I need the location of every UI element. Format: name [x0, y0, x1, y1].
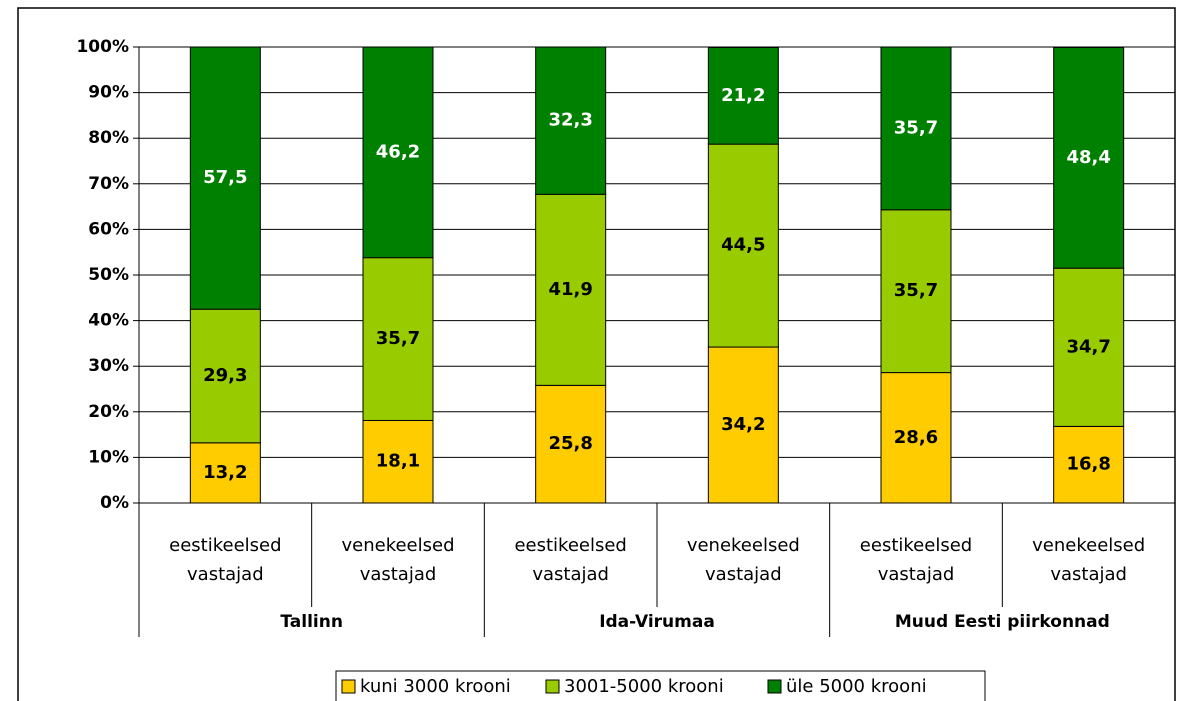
bar-segment [880, 372, 952, 504]
value-label: 29,3 [203, 365, 247, 386]
y-tick-label: 20% [88, 402, 129, 422]
value-label: 34,2 [721, 414, 765, 435]
x-tick-label: venekeelsed [1032, 535, 1145, 556]
value-label: 35,7 [376, 328, 420, 349]
value-label: 28,6 [894, 427, 938, 448]
x-tick-label: venekeelsed [341, 535, 454, 556]
legend-label: kuni 3000 krooni [360, 676, 511, 697]
value-label: 32,3 [548, 110, 592, 131]
bar-segment [189, 308, 261, 444]
bar-segment [880, 46, 952, 211]
x-tick-label: vastajad [705, 564, 782, 585]
value-label: 48,4 [1066, 147, 1110, 168]
legend-swatch [341, 679, 356, 694]
y-tick-label: 0% [100, 493, 129, 513]
x-tick-label: vastajad [360, 564, 437, 585]
bar-segment [362, 46, 434, 259]
x-tick-label: eestikeelsed [514, 535, 626, 556]
value-label: 21,2 [721, 85, 765, 106]
value-label: 35,7 [894, 117, 938, 138]
bar-segment [1053, 267, 1125, 427]
value-label: 44,5 [721, 235, 765, 256]
value-label: 25,8 [548, 433, 592, 454]
bar-segment [362, 257, 434, 421]
y-tick-label: 50% [88, 265, 129, 285]
value-label: 41,9 [548, 279, 592, 300]
group-label: Ida-Virumaa [599, 612, 715, 632]
y-tick-label: 60% [88, 219, 129, 239]
x-tick-label: vastajad [1050, 564, 1127, 585]
chart-frame [17, 7, 1176, 701]
x-tick-label: vastajad [532, 564, 609, 585]
y-tick-label: 40% [88, 311, 129, 331]
bar-segment [707, 46, 779, 145]
y-tick-label: 80% [88, 128, 129, 148]
y-tick-label: 100% [76, 37, 129, 57]
value-label: 57,5 [203, 167, 247, 188]
x-tick-label: vastajad [878, 564, 955, 585]
value-label: 46,2 [376, 141, 420, 162]
y-tick-label: 70% [88, 174, 129, 194]
value-label: 34,7 [1066, 336, 1110, 357]
legend-box [335, 670, 986, 701]
value-label: 13,2 [203, 462, 247, 483]
value-label: 35,7 [894, 280, 938, 301]
value-label: 18,1 [376, 451, 420, 472]
y-tick-label: 10% [88, 447, 129, 467]
bar-segment [535, 384, 607, 504]
bar-segment [880, 209, 952, 374]
x-tick-label: eestikeelsed [860, 535, 972, 556]
bar-segment [189, 46, 261, 310]
legend-swatch [545, 679, 560, 694]
group-label: Tallinn [280, 612, 343, 632]
x-tick-label: vastajad [187, 564, 264, 585]
bar-segment [535, 193, 607, 386]
x-tick-label: venekeelsed [687, 535, 800, 556]
value-label: 16,8 [1066, 454, 1110, 475]
x-tick-label: eestikeelsed [169, 535, 281, 556]
legend-swatch [767, 679, 782, 694]
y-tick-label: 30% [88, 356, 129, 376]
y-tick-label: 90% [88, 83, 129, 103]
group-label: Muud Eesti piirkonnad [895, 612, 1110, 632]
bar-segment [535, 46, 607, 195]
bar-segment [1053, 46, 1125, 269]
bar-segment [1053, 425, 1125, 504]
bar-segment [707, 346, 779, 504]
legend-label: 3001-5000 krooni [564, 676, 724, 697]
legend-label: üle 5000 krooni [786, 676, 927, 697]
bar-segment [189, 442, 261, 504]
